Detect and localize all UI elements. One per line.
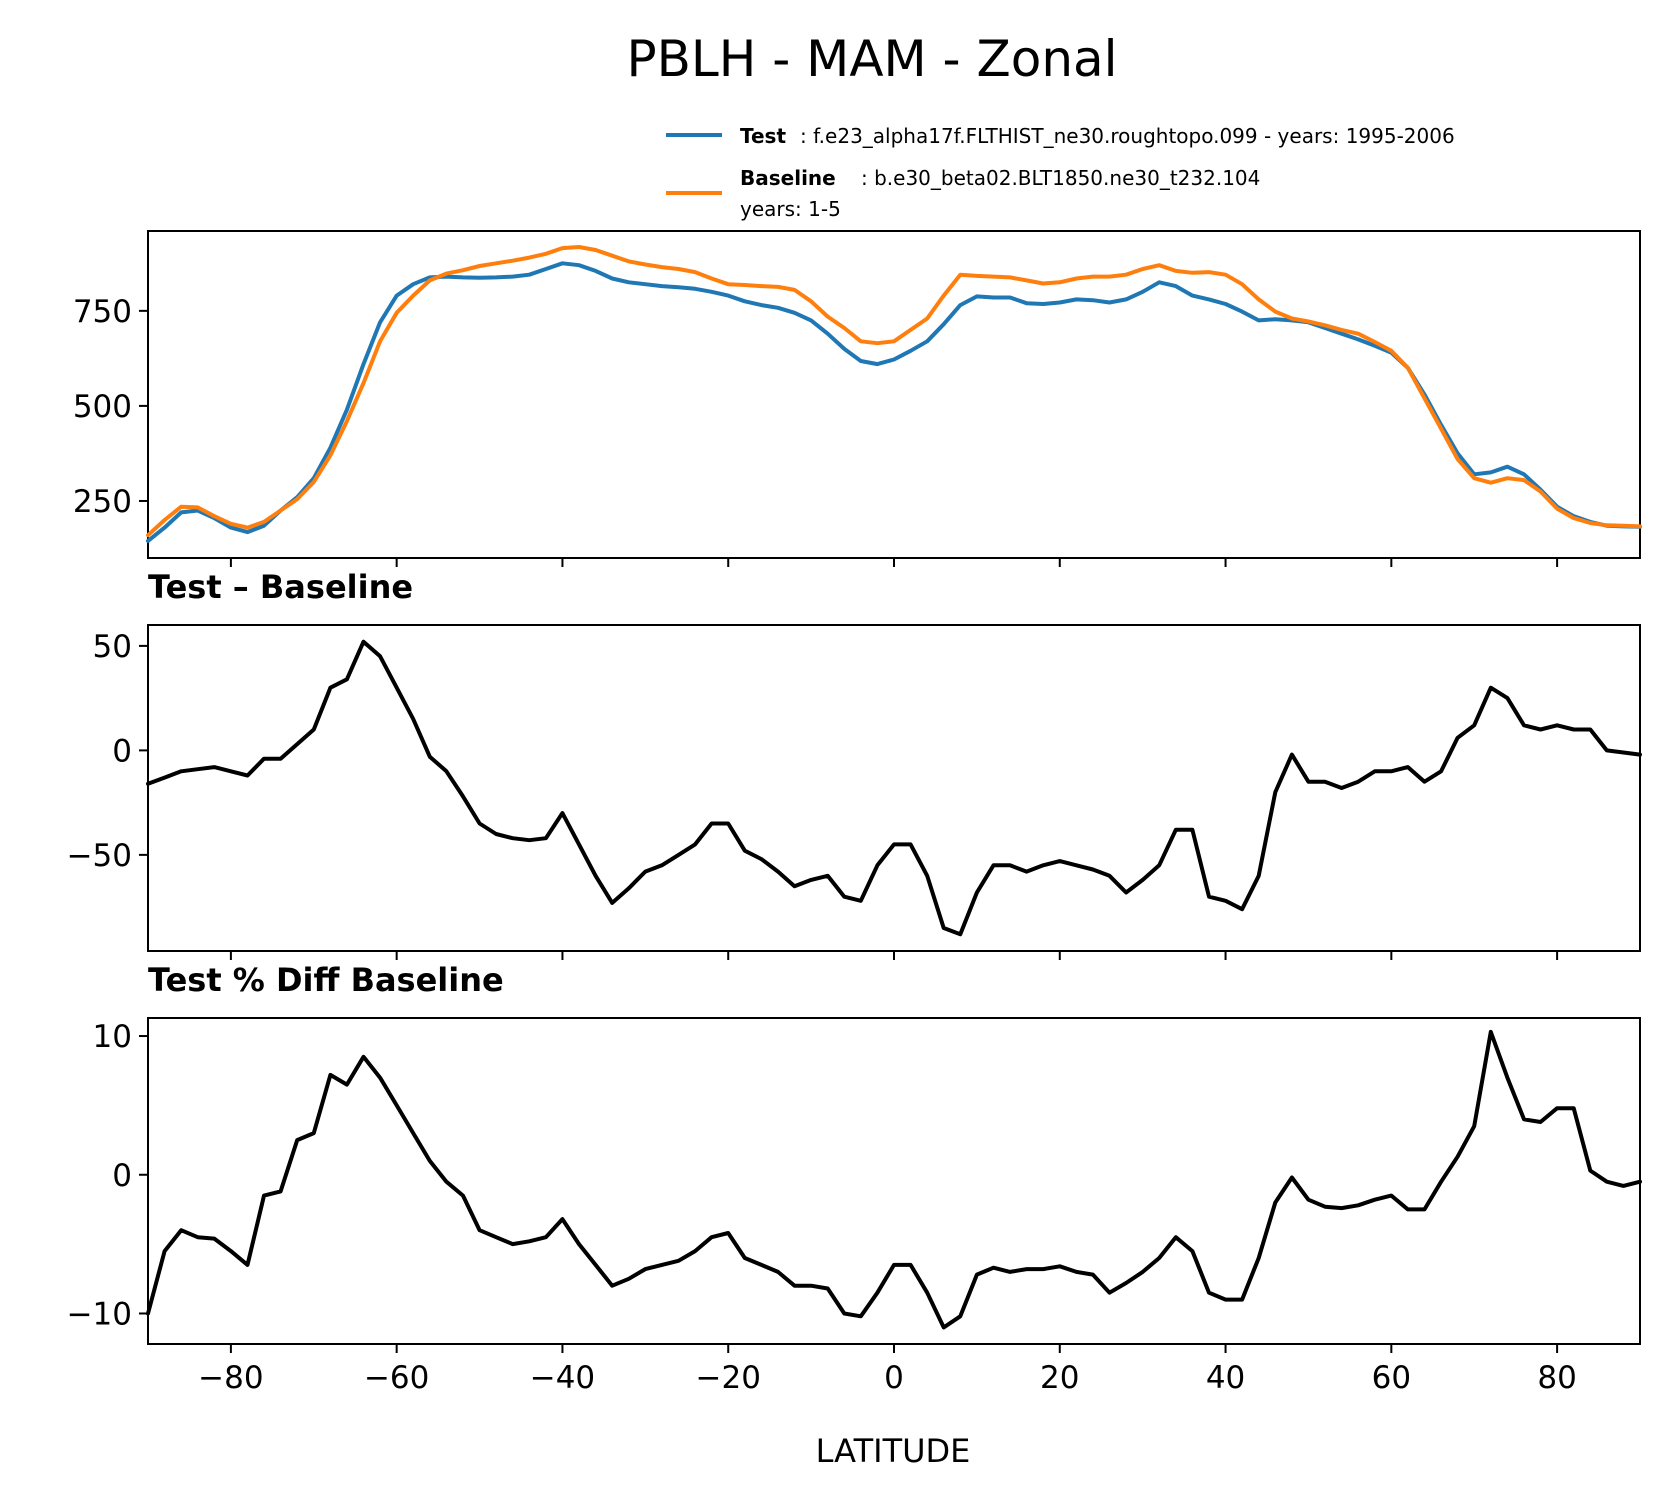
series-line-diff (146, 639, 1642, 937)
x-axis (229, 558, 1559, 567)
y-tick-label: 750 (73, 294, 132, 330)
y-tick-label: 0 (112, 733, 132, 769)
panel-title-percent-difference: Test % Diff Baseline (148, 961, 504, 999)
y-tick-label: 500 (73, 389, 132, 425)
series-lines (146, 1029, 1642, 1330)
series-line-diff (146, 1029, 1642, 1330)
legend-baseline-name: Baseline (740, 166, 836, 190)
figure-title: PBLH - MAM - Zonal (626, 30, 1117, 88)
panel-difference: Test – Baseline −50 0 50 (67, 568, 1642, 960)
legend-baseline-desc: : b.e30_beta02.BLT1850.ne30_t232.104 (861, 166, 1260, 190)
x-tick-label: 60 (1372, 1360, 1411, 1396)
x-axis-label: LATITUDE (816, 1432, 971, 1470)
y-tick-label: 10 (93, 1019, 132, 1055)
x-tick-label: −20 (696, 1360, 761, 1396)
x-tick-label: −80 (198, 1360, 263, 1396)
series-line-baseline (146, 245, 1642, 538)
y-tick-label: 250 (73, 484, 132, 520)
panel-zonal-mean: 250 500 750 (73, 230, 1642, 567)
y-axis: −10 0 10 (67, 1019, 148, 1332)
legend-baseline-years: years: 1-5 (740, 197, 841, 221)
series-lines (146, 639, 1642, 937)
x-axis: −80 −60 −40 −20 0 20 40 60 80 (198, 1344, 1577, 1396)
x-tick-label: 40 (1206, 1360, 1245, 1396)
legend-test-name: Test (740, 124, 786, 148)
y-tick-label: 0 (112, 1158, 132, 1194)
x-tick-label: 0 (884, 1360, 904, 1396)
x-axis (229, 951, 1559, 960)
x-tick-label: −60 (364, 1360, 429, 1396)
panel-percent-difference: Test % Diff Baseline −10 0 10 −80 −60 −40 −20… (67, 961, 1642, 1396)
y-tick-label: −50 (67, 838, 132, 874)
y-axis: −50 0 50 (67, 629, 148, 874)
x-tick-label: 20 (1040, 1360, 1079, 1396)
x-tick-label: 80 (1537, 1360, 1576, 1396)
series-lines (146, 245, 1642, 543)
y-tick-label: 50 (93, 629, 132, 665)
legend: Test : f.e23_alpha17f.FLTHIST_ne30.rough… (666, 124, 1455, 221)
x-tick-label: −40 (530, 1360, 595, 1396)
y-axis: 250 500 750 (73, 294, 148, 520)
panel-title-difference: Test – Baseline (148, 568, 413, 606)
legend-test-desc: : f.e23_alpha17f.FLTHIST_ne30.roughtopo.… (800, 124, 1455, 148)
y-tick-label: −10 (67, 1296, 132, 1332)
